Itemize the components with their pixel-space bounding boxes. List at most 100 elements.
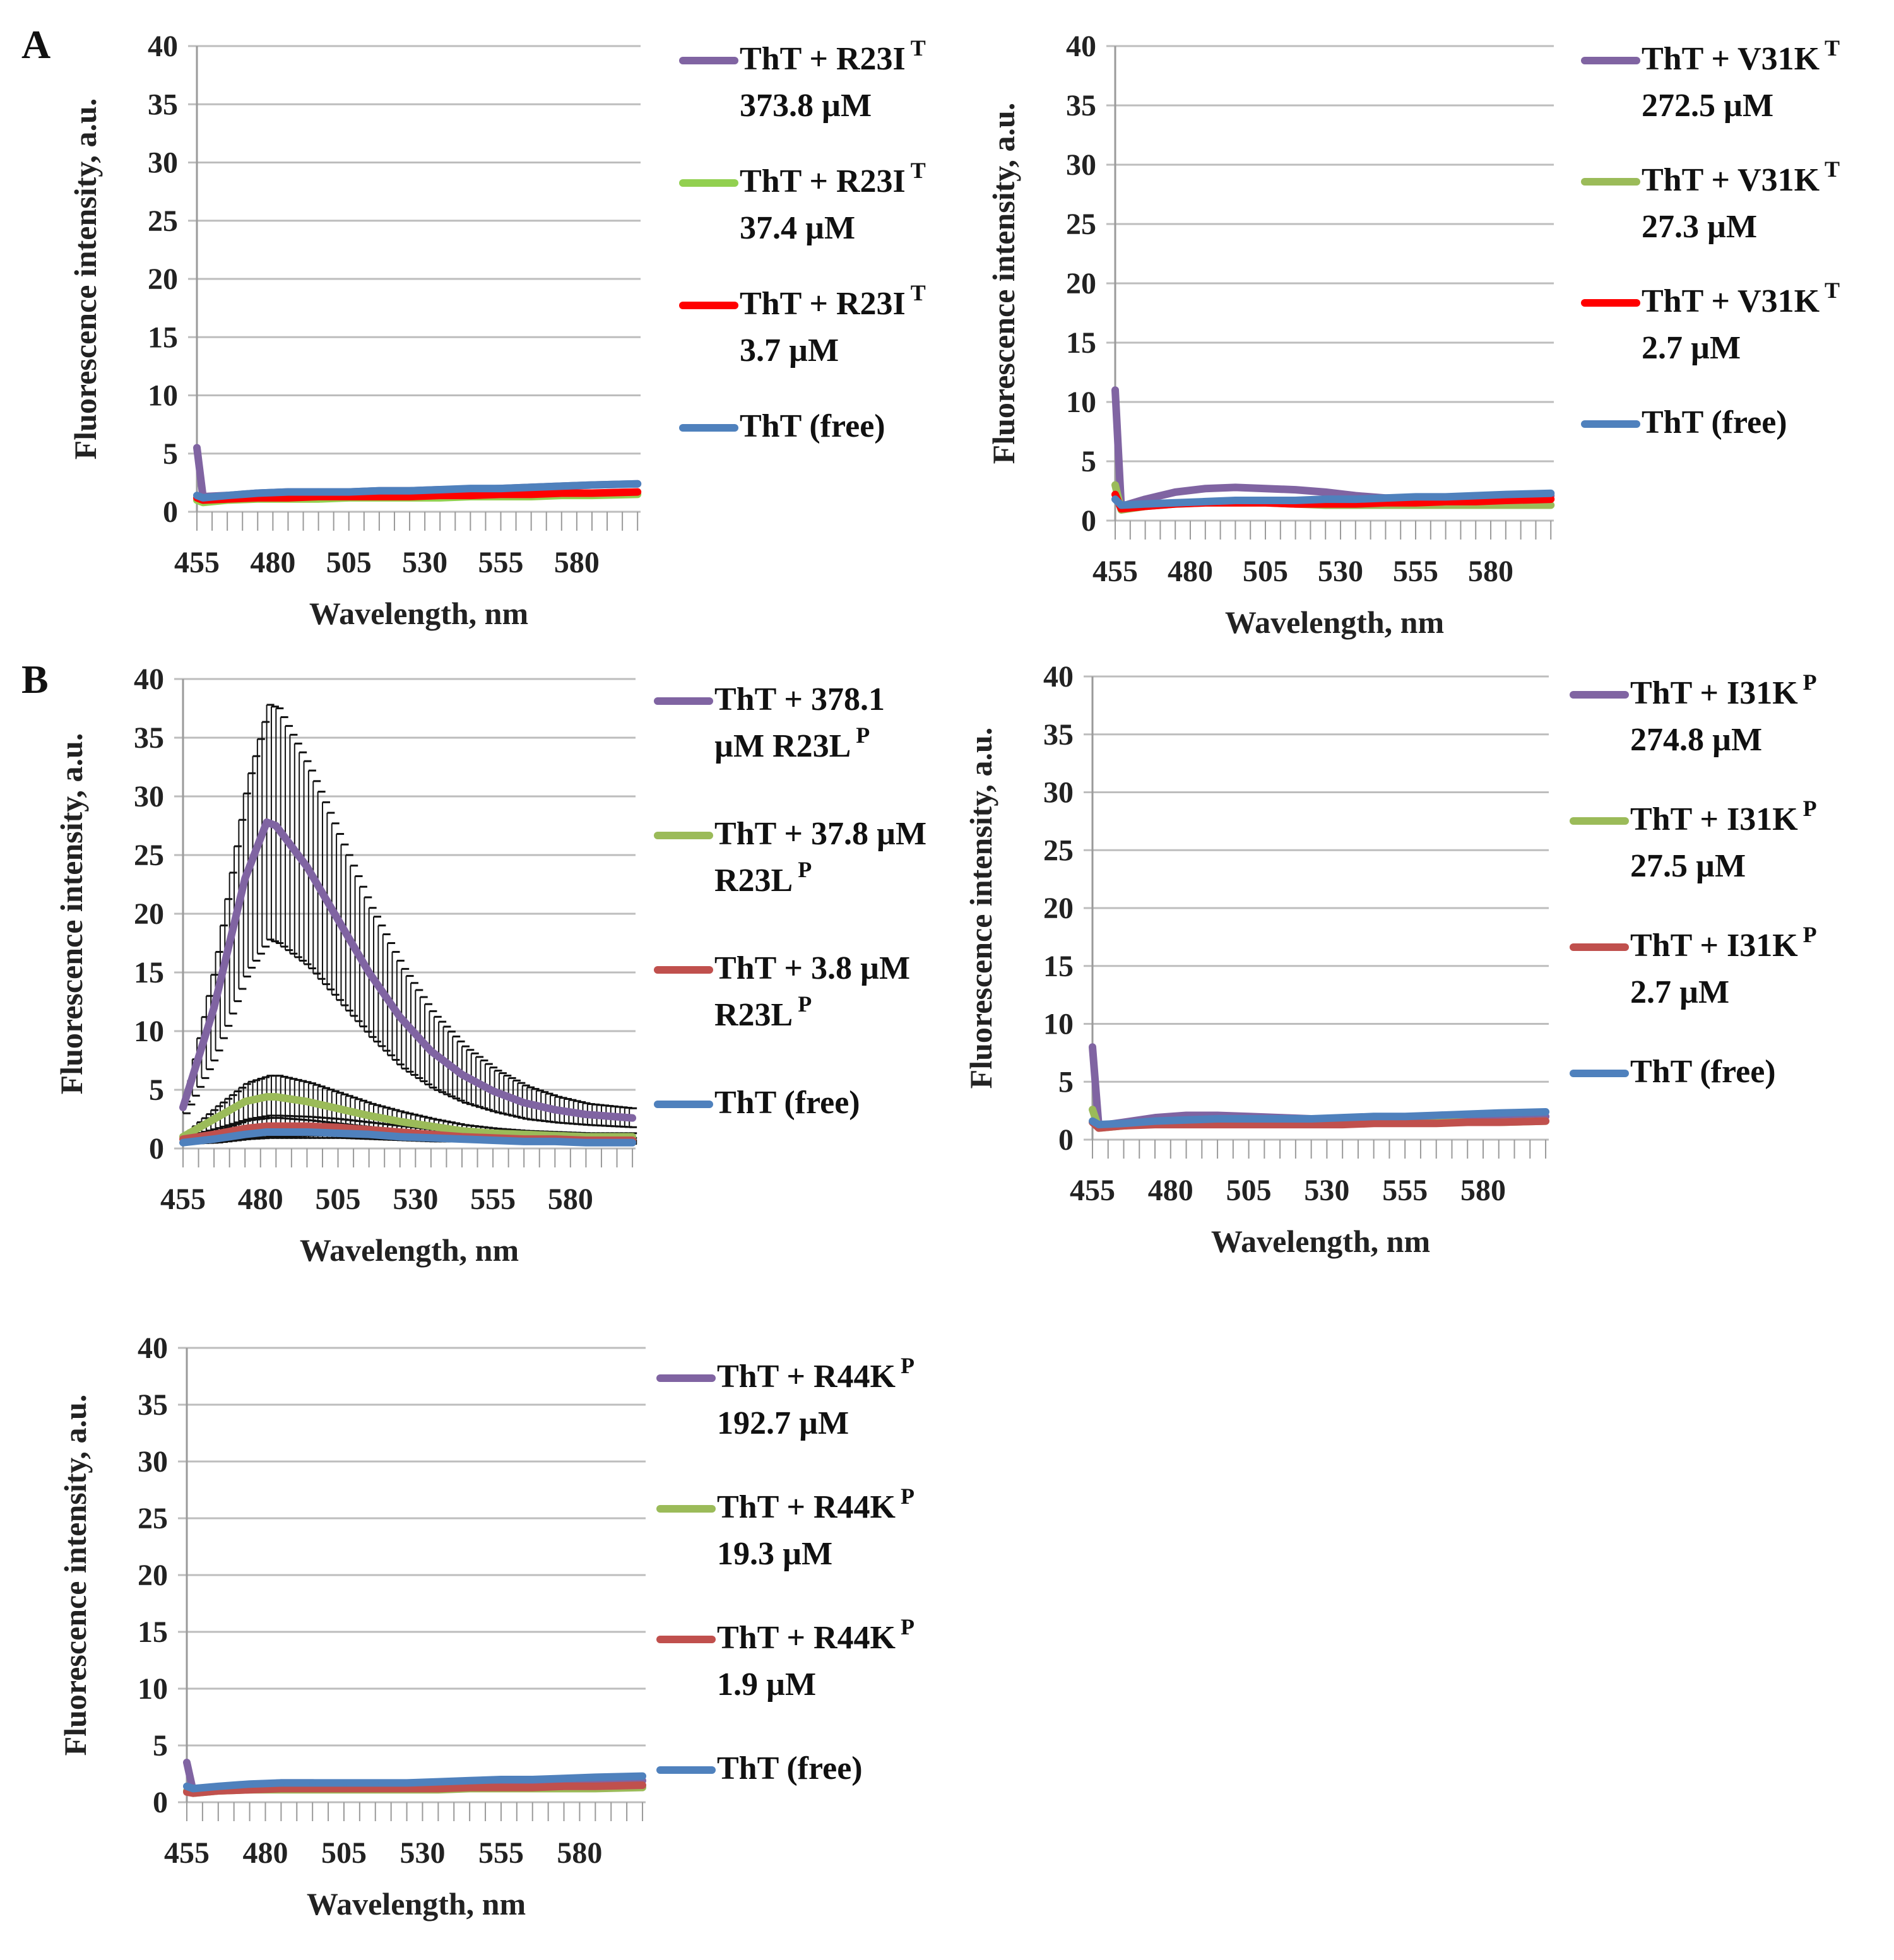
x-tick-label: 455 [1092,555,1138,588]
data-point [340,1780,347,1786]
y-tick-label: 5 [1081,445,1096,478]
x-tick-label: 505 [1243,555,1288,588]
y-tick-label: 25 [138,1502,168,1535]
data-point [588,490,595,497]
y-tick-label: 5 [149,1073,164,1107]
legend-label: ThT + R44K P [717,1353,914,1395]
data-point [180,1139,186,1146]
data-point [273,1123,280,1130]
data-point [1172,499,1179,506]
data-point [242,1098,249,1105]
chart-b-left: 0 5 10 15 20 25 30 35 40 455 480 505 530 555 580 Wavele… [54,663,926,1268]
data-point [211,1136,218,1143]
y-tick-label: 5 [1058,1065,1074,1099]
x-axis-title: Wavelength, nm [307,1886,526,1922]
y-axis-title: Fluorescence intensity, a.u. [57,1395,93,1756]
series-line-3 [1111,489,1555,509]
data-point [194,492,200,499]
data-point [309,1785,316,1792]
y-tick-label: 35 [1043,718,1074,752]
x-tick-label: 505 [326,546,372,579]
legend-superscript: T [1825,156,1840,182]
data-point [242,1131,249,1138]
y-axis-title: Fluorescence intensity, a.u. [963,728,998,1089]
data-point [304,1123,311,1130]
x-axis-title: Wavelength, nm [1225,605,1444,640]
legend-label: 192.7 µM [717,1405,849,1441]
x-tick-label: 580 [548,1183,593,1216]
data-point [278,1780,285,1786]
data-point [1292,487,1299,493]
series-line-1 [179,1093,637,1141]
chart-c: 0 5 10 15 20 25 30 35 40 455 480 505 530 555 580 Wavele… [57,1331,914,1922]
data-point [365,969,372,976]
x-tick-label: 555 [478,546,524,579]
legend-label: 1.9 µM [717,1667,816,1703]
data-point [403,1785,410,1792]
y-tick-label: 30 [134,780,164,813]
y-tick-label: 15 [1043,950,1074,983]
data-point [403,1780,410,1786]
data-point [560,1783,567,1790]
data-point [458,1136,465,1143]
data-point [1245,1121,1252,1128]
y-tick-label: 0 [149,1132,164,1166]
data-point [1433,1120,1440,1127]
chart-a-left: 0 5 10 15 20 25 30 35 40 455 480 505 530 555 580 Wavele… [68,30,926,631]
legend-label: ThT + 37.8 µM [714,816,926,852]
data-point [1292,497,1299,504]
x-tick-label: 480 [250,546,295,579]
data-point [1245,1115,1252,1122]
panel-label-a: A [21,22,50,67]
x-tick-label: 480 [242,1836,288,1870]
legend-label: ThT + R44K P [717,1614,914,1656]
y-tick-label: 30 [138,1445,168,1479]
data-point [558,490,565,497]
data-point [466,1777,473,1784]
data-point [1089,1044,1096,1051]
data-point [466,1784,473,1791]
y-tick-label: 10 [1066,386,1096,419]
data-point [246,1786,253,1793]
y-tick-label: 40 [148,30,178,63]
x-tick-label: 455 [164,1836,210,1870]
y-tick-label: 10 [134,1015,164,1048]
y-tick-label: 0 [163,495,178,529]
data-point [273,1094,280,1101]
data-point [1232,497,1239,504]
legend-label: 272.5 µM [1642,88,1773,124]
legend-label: ThT + R23I T [740,158,926,199]
data-point [1542,1108,1549,1115]
y-tick-label: 20 [1043,892,1074,925]
data-point [1472,492,1479,499]
data-point [273,822,280,829]
data-point [263,1128,270,1135]
legend-superscript: P [901,1614,914,1639]
x-tick-label: 530 [402,546,447,579]
legend-superscript: P [901,1484,914,1509]
legend-superscript: T [911,158,926,183]
data-point [1202,498,1209,505]
data-point [1370,1120,1377,1127]
legend-label: ThT + V31K T [1642,156,1840,198]
data-point [639,1773,646,1780]
data-point [285,494,292,501]
legend-superscript: T [911,35,926,61]
x-tick-label: 505 [316,1183,361,1216]
data-point [1412,493,1419,500]
x-axis-title: Wavelength, nm [300,1232,519,1268]
x-tick-label: 505 [1226,1174,1272,1207]
y-tick-label: 20 [138,1559,168,1592]
data-point [334,1105,341,1112]
data-point [467,492,474,499]
data-point [304,1098,311,1105]
data-point [529,1784,536,1791]
data-point [437,486,444,493]
x-tick-label: 580 [1460,1174,1506,1207]
y-tick-label: 15 [138,1615,168,1649]
data-point [365,1131,372,1138]
y-tick-label: 25 [134,839,164,872]
series-line-3 [179,1128,637,1147]
y-tick-label: 0 [153,1786,168,1819]
